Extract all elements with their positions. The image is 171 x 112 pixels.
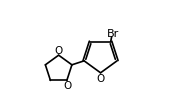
Text: O: O xyxy=(54,46,63,56)
Text: O: O xyxy=(63,80,71,90)
Text: O: O xyxy=(96,73,105,83)
Text: Br: Br xyxy=(107,29,119,39)
